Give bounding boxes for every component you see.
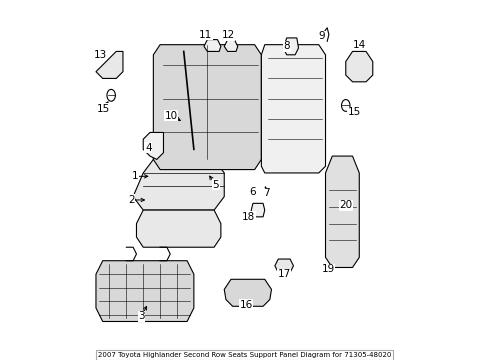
- Text: 7: 7: [263, 188, 269, 198]
- Polygon shape: [345, 51, 372, 82]
- Text: 5: 5: [212, 180, 219, 190]
- Text: 8: 8: [283, 41, 289, 51]
- Text: 9: 9: [318, 31, 325, 41]
- Text: 16: 16: [239, 300, 252, 310]
- Polygon shape: [274, 259, 293, 273]
- Polygon shape: [133, 159, 224, 210]
- Ellipse shape: [107, 89, 115, 101]
- Text: 2: 2: [128, 195, 135, 205]
- Text: 15: 15: [97, 104, 110, 114]
- Text: 14: 14: [352, 40, 365, 50]
- Polygon shape: [251, 203, 264, 217]
- Text: 4: 4: [144, 143, 151, 153]
- Polygon shape: [136, 210, 221, 247]
- Text: 10: 10: [164, 111, 178, 121]
- Text: 6: 6: [249, 186, 256, 197]
- Polygon shape: [224, 40, 237, 51]
- Text: 15: 15: [347, 107, 360, 117]
- Text: 19: 19: [321, 264, 334, 274]
- Polygon shape: [96, 261, 193, 321]
- Text: 11: 11: [199, 30, 212, 40]
- Text: 18: 18: [242, 212, 255, 222]
- Polygon shape: [96, 51, 122, 78]
- Polygon shape: [153, 45, 261, 170]
- Polygon shape: [224, 279, 271, 306]
- Text: 17: 17: [277, 269, 290, 279]
- Polygon shape: [283, 38, 298, 55]
- Text: 2007 Toyota Highlander Second Row Seats Support Panel Diagram for 71305-48020: 2007 Toyota Highlander Second Row Seats …: [98, 352, 390, 358]
- Ellipse shape: [341, 99, 349, 111]
- Text: 3: 3: [138, 311, 144, 321]
- Polygon shape: [261, 45, 325, 173]
- Text: 13: 13: [94, 50, 107, 60]
- Polygon shape: [203, 40, 221, 51]
- Text: 1: 1: [131, 171, 138, 181]
- Text: 20: 20: [339, 200, 352, 210]
- Polygon shape: [143, 132, 163, 159]
- Text: 12: 12: [221, 30, 234, 40]
- Polygon shape: [325, 156, 359, 267]
